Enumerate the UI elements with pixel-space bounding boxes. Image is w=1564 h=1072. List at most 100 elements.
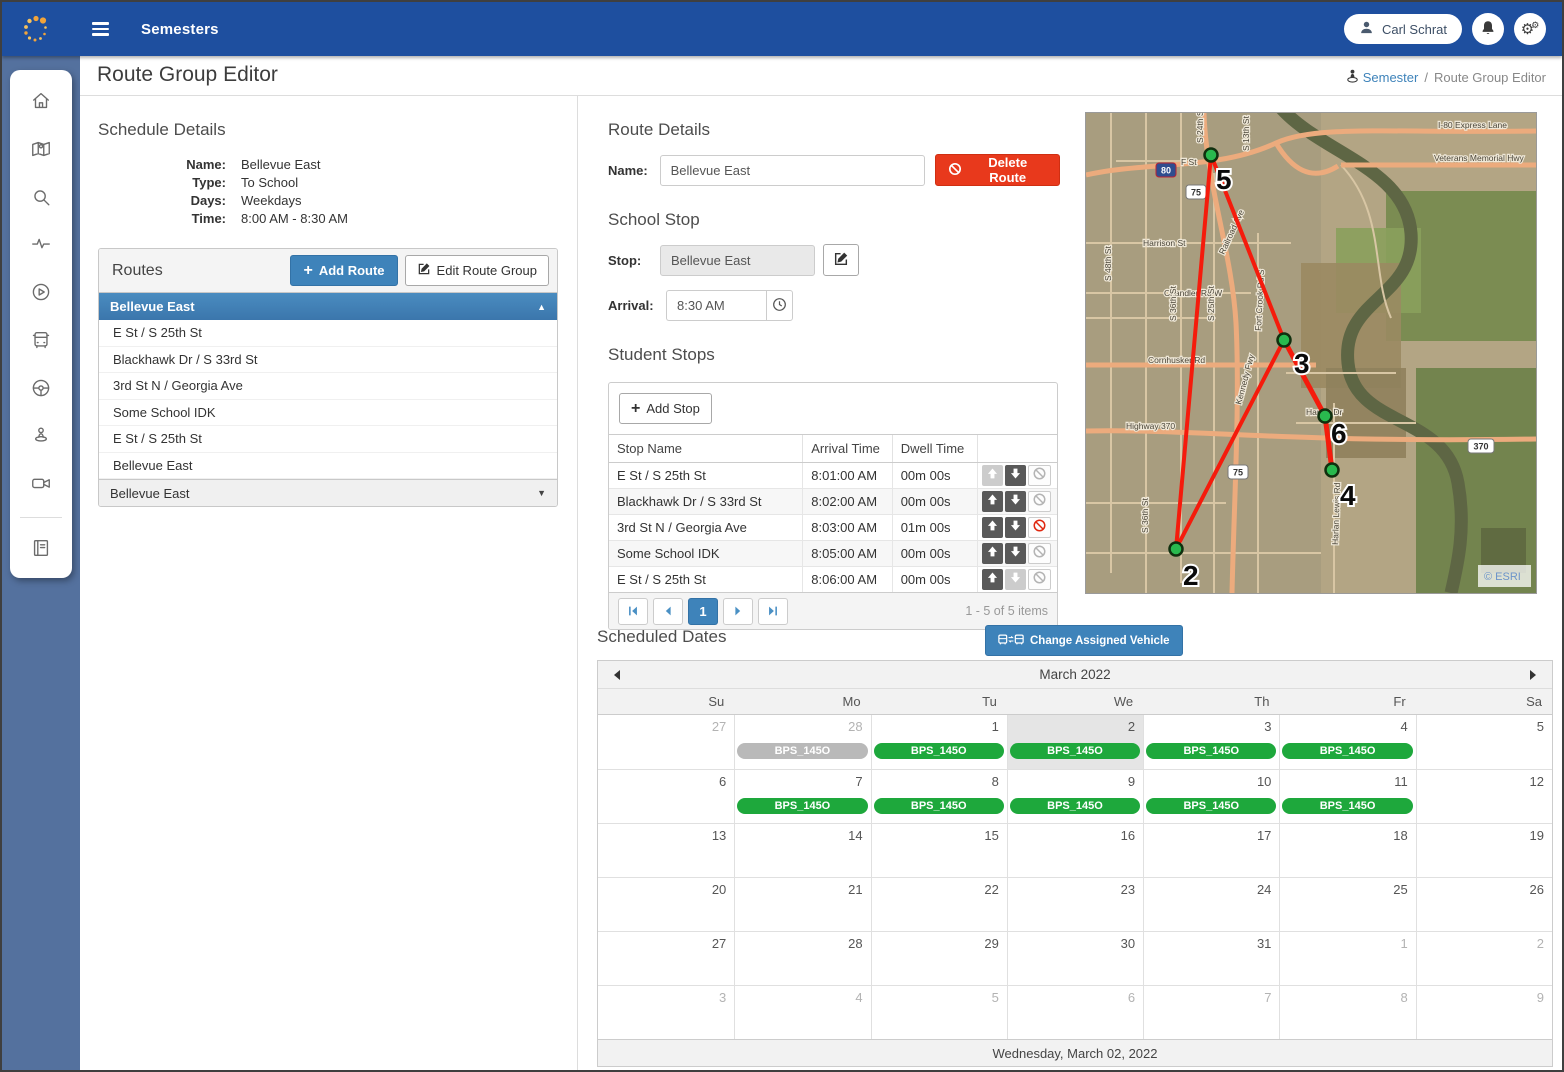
calendar-day-cell[interactable]: 27: [598, 931, 735, 985]
sidebar-item-bus[interactable]: [22, 323, 60, 361]
next-page-button[interactable]: [723, 597, 753, 625]
schedule-badge[interactable]: BPS_145O: [737, 743, 868, 759]
sidebar-item-logs[interactable]: [22, 530, 60, 568]
move-down-button[interactable]: [1005, 464, 1026, 486]
schedule-badge[interactable]: BPS_145O: [1009, 743, 1141, 759]
move-down-button[interactable]: [1005, 516, 1026, 538]
route-stop-item[interactable]: Blackhawk Dr / S 33rd St: [99, 346, 557, 373]
breadcrumb-semester-link[interactable]: Semester: [1346, 69, 1418, 86]
add-route-button[interactable]: + Add Route: [290, 255, 398, 286]
calendar-next-button[interactable]: [1522, 665, 1544, 685]
calendar-day-cell[interactable]: 21: [734, 877, 871, 931]
calendar-day-cell[interactable]: 13: [598, 823, 735, 877]
calendar-prev-button[interactable]: [606, 665, 628, 685]
calendar-day-cell[interactable]: 17: [1143, 823, 1280, 877]
calendar-day-cell[interactable]: 6: [1006, 985, 1144, 1039]
change-assigned-vehicle-button[interactable]: Change Assigned Vehicle: [985, 625, 1183, 656]
calendar-day-cell[interactable]: 15: [870, 823, 1007, 877]
calendar-day-cell[interactable]: 25: [1279, 877, 1416, 931]
schedule-badge[interactable]: BPS_145O: [873, 798, 1004, 814]
sidebar-item-drivers[interactable]: [22, 370, 60, 408]
stop-marker[interactable]: [1203, 147, 1219, 163]
calendar-day-cell[interactable]: 29: [870, 931, 1007, 985]
move-up-button[interactable]: [982, 490, 1003, 512]
calendar-day-cell[interactable]: 14: [734, 823, 871, 877]
route-stop-item[interactable]: Bellevue East: [99, 452, 557, 479]
time-picker-button[interactable]: [766, 290, 793, 321]
route-stop-item[interactable]: 3rd St N / Georgia Ave: [99, 373, 557, 400]
sidebar-item-map[interactable]: [22, 132, 60, 170]
first-page-button[interactable]: [618, 597, 648, 625]
calendar-day-cell[interactable]: 20: [598, 877, 735, 931]
calendar-day-cell[interactable]: 26: [1415, 877, 1552, 931]
calendar-day-cell[interactable]: 9: [1415, 985, 1552, 1039]
last-page-button[interactable]: [758, 597, 788, 625]
schedule-badge[interactable]: BPS_145O: [873, 743, 1004, 759]
calendar-day-cell[interactable]: 2 BPS_145O: [1006, 715, 1144, 769]
schedule-badge[interactable]: BPS_145O: [1146, 743, 1277, 759]
move-up-button[interactable]: [982, 516, 1003, 538]
settings-button[interactable]: ⚙⚙: [1514, 13, 1546, 45]
remove-stop-button[interactable]: [1028, 542, 1051, 564]
remove-stop-button[interactable]: [1028, 464, 1051, 486]
sidebar-item-locations[interactable]: [22, 418, 60, 456]
edit-route-group-button[interactable]: Edit Route Group: [404, 255, 549, 286]
sidebar-item-activity[interactable]: [22, 227, 60, 265]
calendar-day-cell[interactable]: 7 BPS_145O: [734, 769, 871, 823]
route-map[interactable]: I-80 Express Lane Veterans Memorial Hwy F …: [1085, 103, 1537, 595]
app-logo-icon[interactable]: [20, 13, 52, 45]
sidebar-item-video[interactable]: [22, 466, 60, 504]
calendar-day-cell[interactable]: 9 BPS_145O: [1006, 769, 1144, 823]
stop-marker[interactable]: [1276, 332, 1292, 348]
calendar-day-cell[interactable]: 3 BPS_145O: [1143, 715, 1280, 769]
notifications-button[interactable]: [1472, 13, 1504, 45]
route-item-collapsed[interactable]: Bellevue East ▼: [99, 479, 557, 506]
schedule-badge[interactable]: BPS_145O: [1146, 798, 1277, 814]
page-1-button[interactable]: 1: [688, 597, 718, 625]
calendar-day-cell[interactable]: 8 BPS_145O: [870, 769, 1007, 823]
stop-marker[interactable]: [1168, 541, 1184, 557]
calendar-day-cell[interactable]: 1: [1279, 931, 1416, 985]
calendar-day-cell[interactable]: 5: [1415, 715, 1552, 769]
route-stop-item[interactable]: E St / S 25th St: [99, 426, 557, 453]
calendar-day-cell[interactable]: 1 BPS_145O: [870, 715, 1007, 769]
calendar-day-cell[interactable]: 2: [1415, 931, 1552, 985]
add-stop-button[interactable]: + Add Stop: [619, 393, 712, 424]
calendar-day-cell[interactable]: 3: [598, 985, 735, 1039]
calendar-day-cell[interactable]: 28: [734, 931, 871, 985]
calendar-day-cell[interactable]: 12: [1415, 769, 1552, 823]
calendar-day-cell[interactable]: 11 BPS_145O: [1279, 769, 1416, 823]
route-stop-item[interactable]: Some School IDK: [99, 399, 557, 426]
stop-marker[interactable]: [1324, 462, 1340, 478]
stop-marker[interactable]: [1317, 408, 1333, 424]
move-down-button[interactable]: [1005, 542, 1026, 564]
sidebar-item-home[interactable]: [22, 84, 60, 122]
calendar-day-cell[interactable]: 18: [1279, 823, 1416, 877]
edit-school-stop-button[interactable]: [823, 244, 859, 276]
move-up-button[interactable]: [982, 542, 1003, 564]
calendar-day-cell[interactable]: 16: [1006, 823, 1144, 877]
prev-page-button[interactable]: [653, 597, 683, 625]
calendar-day-cell[interactable]: 7: [1143, 985, 1280, 1039]
calendar-day-cell[interactable]: 22: [870, 877, 1007, 931]
route-name-input[interactable]: [659, 154, 926, 186]
schedule-badge[interactable]: BPS_145O: [1282, 798, 1413, 814]
calendar-day-cell[interactable]: 30: [1006, 931, 1144, 985]
menu-toggle-button[interactable]: [88, 15, 113, 43]
schedule-badge[interactable]: BPS_145O: [1009, 798, 1141, 814]
route-item-selected[interactable]: Bellevue East ▲: [99, 293, 557, 320]
calendar-day-cell[interactable]: 19: [1415, 823, 1552, 877]
calendar-day-cell[interactable]: 31: [1143, 931, 1280, 985]
delete-route-button[interactable]: Delete Route: [935, 154, 1060, 186]
move-up-button[interactable]: [982, 568, 1003, 590]
move-down-button[interactable]: [1005, 490, 1026, 512]
arrival-time-input[interactable]: [666, 290, 766, 321]
remove-stop-button[interactable]: [1028, 516, 1051, 538]
calendar-day-cell[interactable]: 6: [598, 769, 735, 823]
schedule-badge[interactable]: BPS_145O: [737, 798, 868, 814]
calendar-day-cell[interactable]: 10 BPS_145O: [1143, 769, 1280, 823]
calendar-day-cell[interactable]: 24: [1143, 877, 1280, 931]
schedule-badge[interactable]: BPS_145O: [1282, 743, 1413, 759]
calendar-day-cell[interactable]: 27: [598, 715, 735, 769]
calendar-day-cell[interactable]: 4 BPS_145O: [1279, 715, 1416, 769]
